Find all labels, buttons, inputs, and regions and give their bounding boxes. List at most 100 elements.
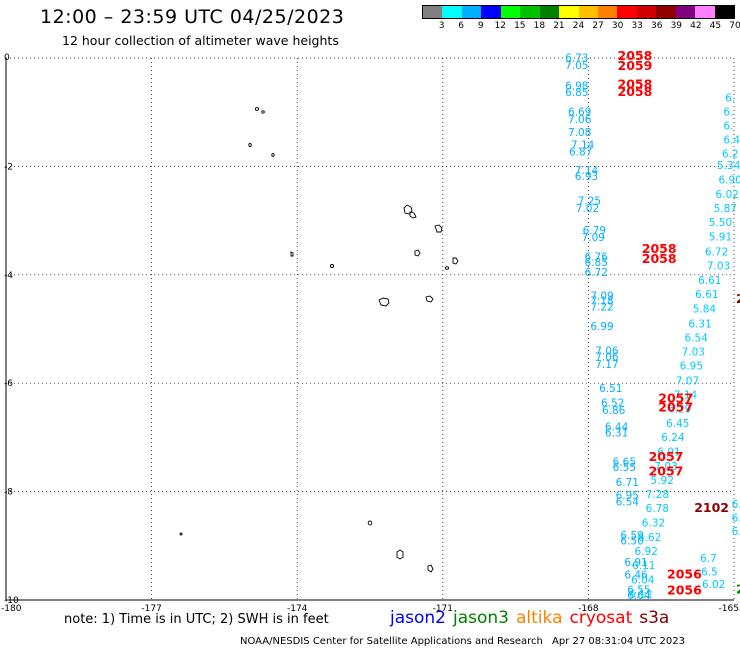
swh-value: 6.62 xyxy=(638,532,661,544)
swh-value: 6.78 xyxy=(646,503,669,515)
swh-value: 6.45 xyxy=(666,418,689,430)
island-shape xyxy=(444,266,450,270)
colorbar-segment xyxy=(559,6,579,18)
island-outlines xyxy=(179,107,459,573)
swh-value: 7.03 xyxy=(654,461,677,473)
swh-value: 6.7 xyxy=(700,553,717,565)
swh-value: 6.95 xyxy=(680,361,703,373)
swh-value: 6.24 xyxy=(661,432,685,444)
colorbar-segment xyxy=(695,6,715,18)
swh-value: 7.03 xyxy=(682,347,705,359)
colorbar-label: 6 xyxy=(458,21,464,31)
swh-value: 6.87 xyxy=(569,147,592,159)
island-shape xyxy=(378,297,390,307)
island-shape xyxy=(329,264,335,268)
swh-value: 6.50 xyxy=(620,536,643,548)
swh-value: 6.92 xyxy=(635,546,658,558)
swh-value: 6.65 xyxy=(613,457,636,469)
swh-value: 6.91 xyxy=(624,557,647,569)
legend-s3a: s3a xyxy=(639,608,670,628)
swh-value: 7.09 xyxy=(590,291,613,303)
swh-value: 6.2 xyxy=(722,149,739,161)
pass-number: 2058 xyxy=(618,48,653,63)
swh-value: 6. xyxy=(732,512,740,524)
swh-value: 6.93 xyxy=(575,171,598,183)
colorbar-segment xyxy=(442,6,462,18)
swh-value: 6.99 xyxy=(590,321,613,333)
swh-value: 7.08 xyxy=(568,127,591,139)
satellite-legend: jason2 jason3 altika cryosat s3a xyxy=(390,608,676,628)
tick-label: 0 xyxy=(4,53,10,63)
swh-value: 6.31 xyxy=(605,427,628,439)
swh-value: 6. xyxy=(732,526,740,538)
pass-number: 2059 xyxy=(618,58,653,73)
swh-value: 7.03 xyxy=(707,260,730,272)
legend-cryosat: cryosat xyxy=(569,608,633,628)
swh-value: 7.06 xyxy=(595,345,619,357)
colorbar-segment xyxy=(617,6,637,18)
swh-value: 6.98 xyxy=(565,80,588,92)
swh-value: 6.85 xyxy=(565,87,588,99)
island-shape xyxy=(427,564,434,573)
island-shape xyxy=(290,251,294,257)
colorbar-label: 70 xyxy=(729,21,740,31)
swh-value: 6.46 xyxy=(624,569,648,581)
swh-value: 5.34 xyxy=(717,160,740,172)
swh-value: 6.02 xyxy=(716,189,739,201)
colorbar-segment xyxy=(423,6,443,18)
swh-value: 6.54 xyxy=(684,332,708,344)
swh-value: 7.25 xyxy=(578,195,601,207)
colorbar-label: 39 xyxy=(670,21,683,31)
colorbar-label: 18 xyxy=(533,21,546,31)
swh-value: 6.64 xyxy=(627,590,651,602)
swh-value: 6.90 xyxy=(718,175,740,187)
colorbar-label: 42 xyxy=(690,21,702,31)
swh-value: 6.61 xyxy=(695,289,718,301)
swh-value: 6.32 xyxy=(642,517,665,529)
footer-note: note: 1) Time is in UTC; 2) SWH is in fe… xyxy=(64,612,329,627)
swh-value: 6.72 xyxy=(705,246,728,258)
axis-tick-labels: -180 -177 -174 -171 -168 -165 0 -2 -4 -6 -8 -10 xyxy=(1,53,739,614)
colorbar-segment xyxy=(578,6,598,18)
pass-number: 2 xyxy=(736,581,740,596)
swh-value: 6.54 xyxy=(616,497,640,509)
swh-value: 6.4 xyxy=(723,135,740,147)
colorbar-segment xyxy=(520,6,540,18)
colorbar-segment xyxy=(714,6,734,18)
swh-value: 6.51 xyxy=(599,383,622,395)
pass-number: 2057 xyxy=(658,391,693,406)
swh-value: 7.28 xyxy=(646,489,669,501)
island-shape xyxy=(403,204,417,219)
tick-label: -4 xyxy=(4,271,13,281)
colorbar-label: 36 xyxy=(651,21,663,31)
swh-value: 6.71 xyxy=(616,477,639,489)
colorbar-segment xyxy=(636,6,657,18)
swh-value: 6.55 xyxy=(613,462,636,474)
swh-colorbar xyxy=(422,5,735,19)
lat-lon-grid xyxy=(5,57,735,601)
island-shape xyxy=(396,549,404,560)
map-title: 12:00 – 23:59 UTC 04/25/2023 xyxy=(40,6,345,28)
colorbar-label: 21 xyxy=(553,21,565,31)
legend-jason2: jason2 xyxy=(390,608,446,628)
swh-value: 6.44 xyxy=(605,421,629,433)
swh-value: 6.95 xyxy=(616,490,639,502)
swh-value: 6.12 xyxy=(629,589,652,601)
swh-value: 6.69 xyxy=(568,106,591,118)
colorbar-label: 27 xyxy=(592,21,604,31)
pass-number: 2102 xyxy=(694,500,729,515)
pass-number: 2058 xyxy=(618,76,653,91)
island-shape xyxy=(452,257,459,265)
tick-label: -2 xyxy=(4,162,13,172)
swh-value: 7.22 xyxy=(590,302,613,314)
swh-value: 6.11 xyxy=(632,560,655,572)
tick-label: -180 xyxy=(1,604,22,614)
pass-number: 2 xyxy=(736,291,740,306)
pass-number: 2057 xyxy=(649,449,684,464)
swh-value: 6.59 xyxy=(620,530,643,542)
colorbar-segment xyxy=(500,6,521,18)
colorbar-segment xyxy=(656,6,676,18)
colorbar-segment xyxy=(675,6,696,18)
